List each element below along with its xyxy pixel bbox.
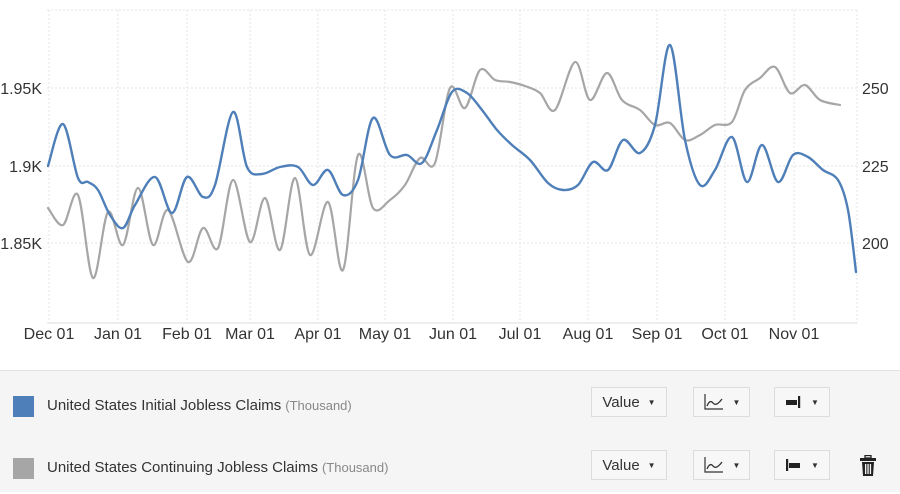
axis-tick-label: 1.85K bbox=[0, 236, 42, 253]
axis-tick-label: 1.9K bbox=[9, 159, 42, 176]
series-color-swatch[interactable] bbox=[13, 396, 34, 417]
axis-tick-label: Nov 01 bbox=[769, 326, 820, 343]
caret-down-icon: ▼ bbox=[732, 460, 741, 470]
chart-grid bbox=[47, 9, 858, 324]
series-legend-panel: United States Initial Jobless Claims (Tho… bbox=[0, 370, 900, 492]
axis-tick-label: Aug 01 bbox=[563, 326, 614, 343]
series-line-continuing-claims[interactable] bbox=[46, 60, 842, 280]
axis-tick-label: Dec 01 bbox=[24, 326, 75, 343]
axis-tick-label: 225 bbox=[862, 159, 889, 176]
right-y-axis: 250 225 200 bbox=[862, 81, 889, 253]
caret-down-icon: ▼ bbox=[647, 460, 656, 470]
legend-row-continuing-claims: United States Continuing Jobless Claims(… bbox=[0, 444, 900, 494]
line-chart-icon bbox=[703, 394, 723, 410]
axis-tick-label: Feb 01 bbox=[162, 326, 212, 343]
caret-down-icon: ▼ bbox=[647, 397, 656, 407]
caret-down-icon: ▼ bbox=[811, 397, 819, 407]
series-unit: (Thousand) bbox=[321, 460, 389, 475]
axis-tick-label: Apr 01 bbox=[294, 326, 341, 343]
axis-side-dropdown[interactable]: ▼ bbox=[774, 450, 830, 480]
axis-tick-label: Jan 01 bbox=[94, 326, 142, 343]
right-axis-icon bbox=[786, 396, 801, 408]
x-axis: Dec 01 Jan 01 Feb 01 Mar 01 Apr 01 May 01 Jun … bbox=[24, 326, 820, 343]
line-chart: 1.95K 1.9K 1.85K 250 225 200 Dec 01 Jan 01 Feb… bbox=[0, 9, 889, 343]
value-dropdown-label: Value bbox=[602, 393, 640, 411]
caret-down-icon: ▼ bbox=[811, 460, 819, 470]
value-dropdown-label: Value bbox=[602, 456, 640, 474]
series-name: United States Initial Jobless Claims bbox=[47, 397, 282, 414]
axis-tick-label: 1.95K bbox=[0, 81, 42, 98]
left-y-axis: 1.95K 1.9K 1.85K bbox=[0, 81, 42, 253]
series-unit: (Thousand) bbox=[285, 398, 352, 413]
line-chart-icon bbox=[703, 457, 723, 473]
axis-side-dropdown[interactable]: ▼ bbox=[774, 387, 830, 417]
left-axis-icon bbox=[786, 459, 801, 471]
axis-tick-label: May 01 bbox=[359, 326, 412, 343]
chart-type-dropdown[interactable]: ▼ bbox=[693, 450, 750, 480]
value-dropdown[interactable]: Value ▼ bbox=[591, 387, 667, 417]
axis-tick-label: Jul 01 bbox=[499, 326, 542, 343]
axis-tick-label: 200 bbox=[862, 236, 889, 253]
axis-tick-label: Sep 01 bbox=[632, 326, 683, 343]
chart-type-dropdown[interactable]: ▼ bbox=[693, 387, 750, 417]
trash-icon[interactable] bbox=[859, 455, 877, 477]
series-label: United States Initial Jobless Claims (Tho… bbox=[47, 397, 352, 414]
series-color-swatch[interactable] bbox=[13, 458, 34, 479]
caret-down-icon: ▼ bbox=[732, 397, 741, 407]
axis-tick-label: 250 bbox=[862, 81, 889, 98]
series-name: United States Continuing Jobless Claims bbox=[47, 459, 318, 476]
axis-tick-label: Mar 01 bbox=[225, 326, 275, 343]
axis-tick-label: Oct 01 bbox=[701, 326, 748, 343]
series-label: United States Continuing Jobless Claims(… bbox=[47, 459, 388, 476]
value-dropdown[interactable]: Value ▼ bbox=[591, 450, 667, 480]
axis-tick-label: Jun 01 bbox=[429, 326, 477, 343]
series-line-initial-claims[interactable] bbox=[46, 43, 858, 274]
legend-row-initial-claims: United States Initial Jobless Claims (Tho… bbox=[0, 381, 900, 431]
